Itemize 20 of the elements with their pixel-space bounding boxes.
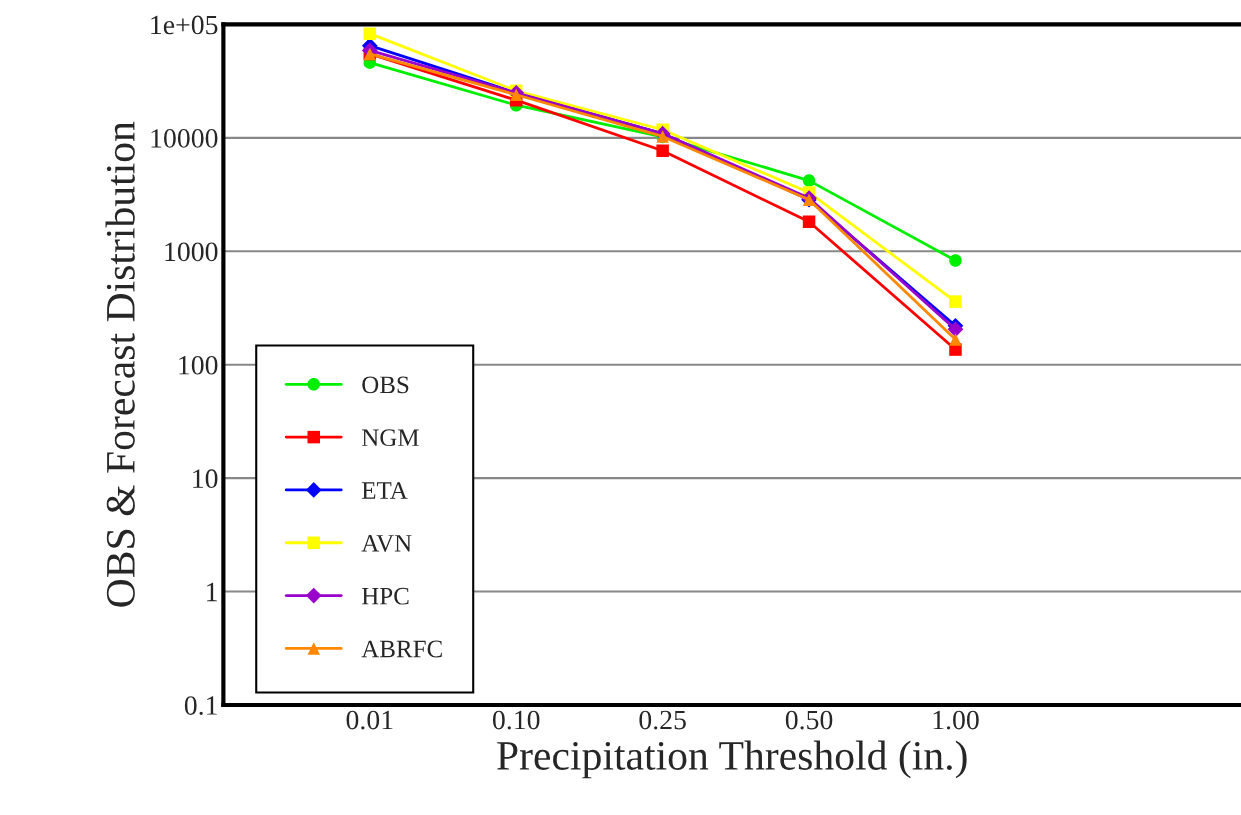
y-tick-label: 0.1 <box>184 696 217 716</box>
x-tick-label: 0.50 <box>785 710 833 730</box>
legend-label: ETA <box>361 482 408 499</box>
y-tick-label: 1e+05 <box>151 15 218 35</box>
x-tick-label: 0.25 <box>639 710 686 730</box>
y-axis-title: OBS & Forecast Distribution <box>105 121 135 607</box>
legend-label: AVN <box>361 535 412 552</box>
x-tick-label: 1.00 <box>933 710 979 730</box>
y-tick-label: 10 <box>193 469 218 489</box>
legend-label: ABRFC <box>361 640 442 658</box>
x-tick-label: 0.10 <box>492 710 540 730</box>
x-axis-title: Precipitation Threshold (in.) <box>497 740 967 779</box>
legend-label: NGM <box>361 429 419 447</box>
legend-label: OBS <box>362 376 409 394</box>
y-tick-label: 1000 <box>165 242 218 262</box>
legend-label: HPC <box>361 587 409 605</box>
y-tick-label: 10000 <box>151 129 218 148</box>
y-tick-label: 100 <box>179 355 218 375</box>
x-tick-label: 0.01 <box>346 710 393 730</box>
y-tick-label: 1 <box>207 582 217 602</box>
